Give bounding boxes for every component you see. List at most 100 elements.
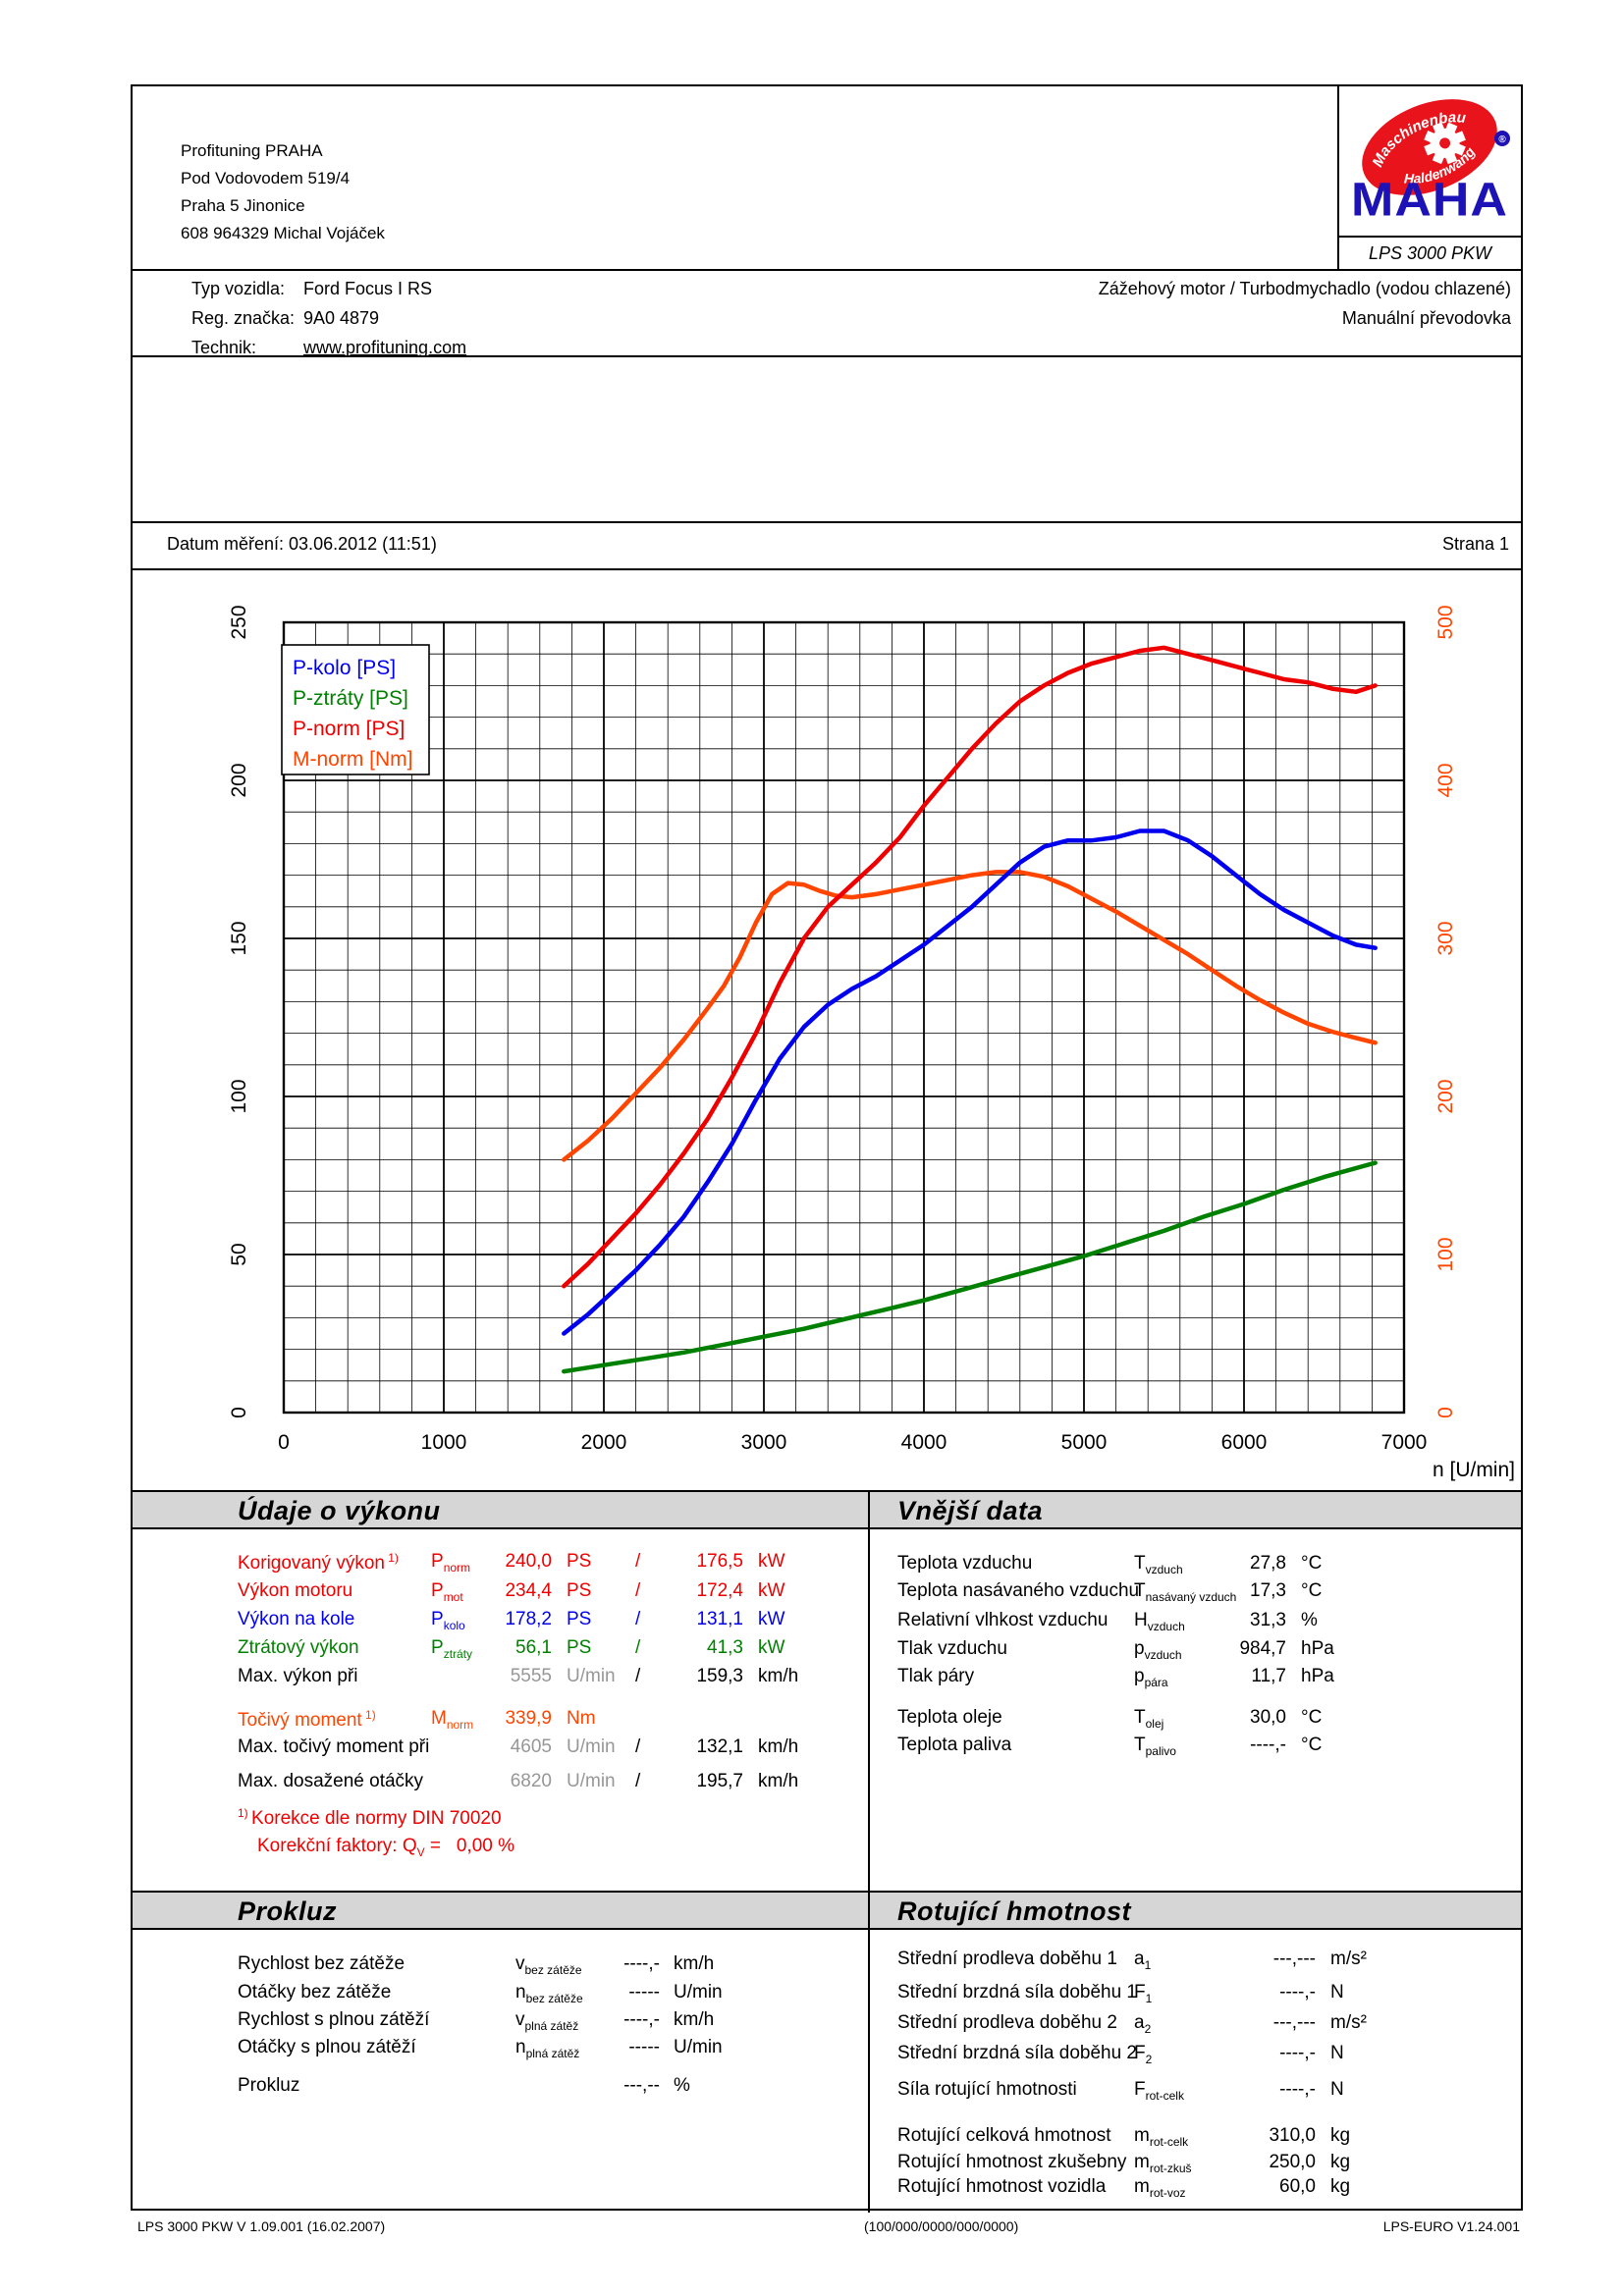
footer-version-left: LPS 3000 PKW V 1.09.001 (16.02.2007) (137, 2218, 386, 2234)
y-left-tick-label: 50 (228, 1243, 250, 1265)
perf-row-value2: 159,3 (696, 1666, 743, 1686)
perf-row-unit1: PS (567, 1609, 592, 1629)
external-row-unit: hPa (1301, 1666, 1334, 1686)
page-number: Strana 1 (1441, 534, 1509, 554)
perf-row: Ztrátový výkon Pztráty 56,1 PS / 41,3 kW (133, 1637, 1521, 1667)
external-row-value: 17,3 (1250, 1580, 1286, 1601)
slip-row-label: Prokluz (238, 2075, 300, 2096)
external-row-symbol-sub: vzduch (1145, 1563, 1183, 1576)
rotating-row-symbol: F1 (1134, 1982, 1152, 2005)
rotating-row-label: Rotující celková hmotnost (897, 2125, 1111, 2146)
company-street: Pod Vodovodem 519/4 (181, 169, 351, 187)
correction-factors-pre: Korekční faktory: Q (257, 1836, 417, 1856)
perf-row-value2: 195,7 (696, 1771, 743, 1791)
perf-row-label-sup: 1) (384, 1551, 399, 1565)
external-row-label: Teplota vzduchu (897, 1553, 1033, 1574)
correction-note-sup: 1) (238, 1806, 252, 1820)
perf-row-label-text: Max. výkon při (238, 1666, 358, 1686)
perf-row-value2: 131,1 (696, 1609, 743, 1629)
series-p-norm (562, 645, 1378, 1289)
slip-row-unit: U/min (674, 2037, 723, 2057)
rotating-row-unit: m/s² (1330, 2012, 1367, 2033)
perf-row-value2: 172,4 (696, 1580, 743, 1601)
perf-row: Max. točivý moment při 4605 U/min / 132,1 km/… (133, 1736, 1521, 1766)
perf-row-value2: 176,5 (696, 1551, 743, 1572)
plot-frame (282, 620, 1406, 1415)
rotating-row-unit: m/s² (1330, 1949, 1367, 1969)
rotating-row: Síla rotující hmotnosti Frot-celk ----,- N (133, 2079, 1521, 2109)
rotating-section-title: Rotující hmotnost (897, 1896, 1131, 1926)
perf-row-value1: 5555 (510, 1666, 552, 1686)
vehicle-divider (133, 355, 1521, 357)
vehicle-reg-value: 9A0 4879 (303, 308, 380, 328)
rotating-row: Rotující celková hmotnost mrot-celk 310,0 k… (133, 2125, 1521, 2155)
rotating-row-unit: kg (1330, 2176, 1351, 2197)
perf-row-label: Max. dosažené otáčky (238, 1771, 423, 1792)
perf-row-slash: / (635, 1771, 641, 1791)
external-row-unit: °C (1301, 1707, 1323, 1728)
section-bar-2: Prokluz Rotující hmotnost (133, 1891, 1521, 1930)
maha-logo-graphic: Maschinenbau Haldenwang (1351, 99, 1510, 226)
perf-row-slash: / (635, 1580, 641, 1601)
slip-section-title: Prokluz (238, 1896, 338, 1926)
perf-row-label-text: Korigovaný výkon (238, 1553, 385, 1574)
external-row-symbol-sub: pára (1144, 1676, 1168, 1689)
external-row-symbol-sub: vzduch (1144, 1648, 1182, 1662)
rotating-row: Střední brzdná síla doběhu 1 F1 ----,- N (133, 1982, 1521, 2011)
correction-note: 1) Korekce dle normy DIN 70020 (133, 1806, 1521, 1836)
rotating-row-unit: kg (1330, 2152, 1351, 2172)
performance-section-title: Údaje o výkonu (238, 1496, 441, 1525)
external-row-value: 11,7 (1251, 1666, 1286, 1686)
device-label-box: LPS 3000 PKW (1337, 236, 1523, 269)
rotating-row-symbol-sub: 1 (1144, 1958, 1152, 1972)
legend-box (281, 644, 430, 775)
external-row-symbol: Tvzduch (1134, 1553, 1183, 1576)
x-tick-label: 1000 (421, 1431, 467, 1454)
perf-row-label-sup: 1) (361, 1708, 376, 1722)
measurement-date: Datum měření: 03.06.2012 (11:51) (167, 534, 437, 554)
vehicle-reg-label: Reg. značka: (191, 308, 296, 328)
rotating-row: Střední brzdná síla doběhu 2 F2 ----,- N (133, 2043, 1521, 2072)
perf-row-value2: 41,3 (707, 1637, 743, 1658)
external-row-label: Relativní vlhkost vzduchu (897, 1610, 1109, 1630)
external-row-label: Tlak vzduchu (897, 1638, 1007, 1659)
perf-row-label-text: Točivý moment (238, 1710, 362, 1731)
perf-row-unit1: PS (567, 1580, 592, 1601)
device-name: LPS 3000 PKW (1368, 243, 1492, 263)
perf-row-label: Max. výkon při (238, 1666, 357, 1687)
rotating-row-value: ---,--- (1272, 1949, 1316, 1969)
external-row-symbol: Tpalivo (1134, 1735, 1176, 1758)
perf-row-symbol-main: P (431, 1580, 444, 1601)
rotating-row-label: Rotující hmotnost vozidla (897, 2176, 1107, 2197)
slip-row-symbol-sub: bez zátěže (525, 1992, 583, 2005)
perf-row-symbol: Mnorm (431, 1708, 473, 1732)
technician-link[interactable]: www.profituning.com (303, 338, 467, 357)
external-row-value: 27,8 (1250, 1553, 1286, 1574)
external-row-symbol: Tnasávaný vzduch (1134, 1580, 1236, 1604)
technician-label: Technik: (191, 338, 257, 357)
external-row-label: Teplota oleje (897, 1707, 1002, 1728)
rotating-row-symbol-main: a (1134, 1949, 1145, 1969)
slip-row-label: Otáčky s plnou zátěží (238, 2037, 416, 2057)
rotating-row-label: Rotující hmotnost zkušebny (897, 2152, 1127, 2172)
rotating-row-label: Střední prodleva doběhu 1 (897, 1949, 1117, 1969)
rotating-row-unit: N (1330, 2079, 1344, 2100)
external-section-title: Vnější data (897, 1496, 1044, 1525)
perf-row-unit1: U/min (567, 1666, 616, 1686)
perf-row-unit1: PS (567, 1637, 592, 1658)
external-row-unit: °C (1301, 1553, 1323, 1574)
slip-row-label: Rychlost bez zátěže (238, 1953, 406, 1974)
perf-row-label: Výkon motoru (238, 1580, 352, 1602)
footer-version-right: LPS-EURO V1.24.001 (1382, 2218, 1520, 2234)
external-row-symbol-sub: olej (1145, 1717, 1164, 1731)
x-tick-label: 7000 (1381, 1431, 1428, 1454)
perf-row-slash: / (635, 1551, 641, 1572)
perf-row-unit2: km/h (758, 1736, 799, 1757)
rotating-row-symbol: a1 (1134, 1949, 1151, 1972)
rotating-row-value: ---,--- (1272, 2012, 1316, 2033)
footer-config-center: (100/000/0000/000/0000) (864, 2218, 1019, 2234)
perf-row-slash: / (635, 1736, 641, 1757)
slip-row-label: Rychlost s plnou zátěží (238, 2009, 430, 2030)
slip-row: Otáčky s plnou zátěží nplná zátěž ----- U/m… (133, 2037, 1521, 2066)
